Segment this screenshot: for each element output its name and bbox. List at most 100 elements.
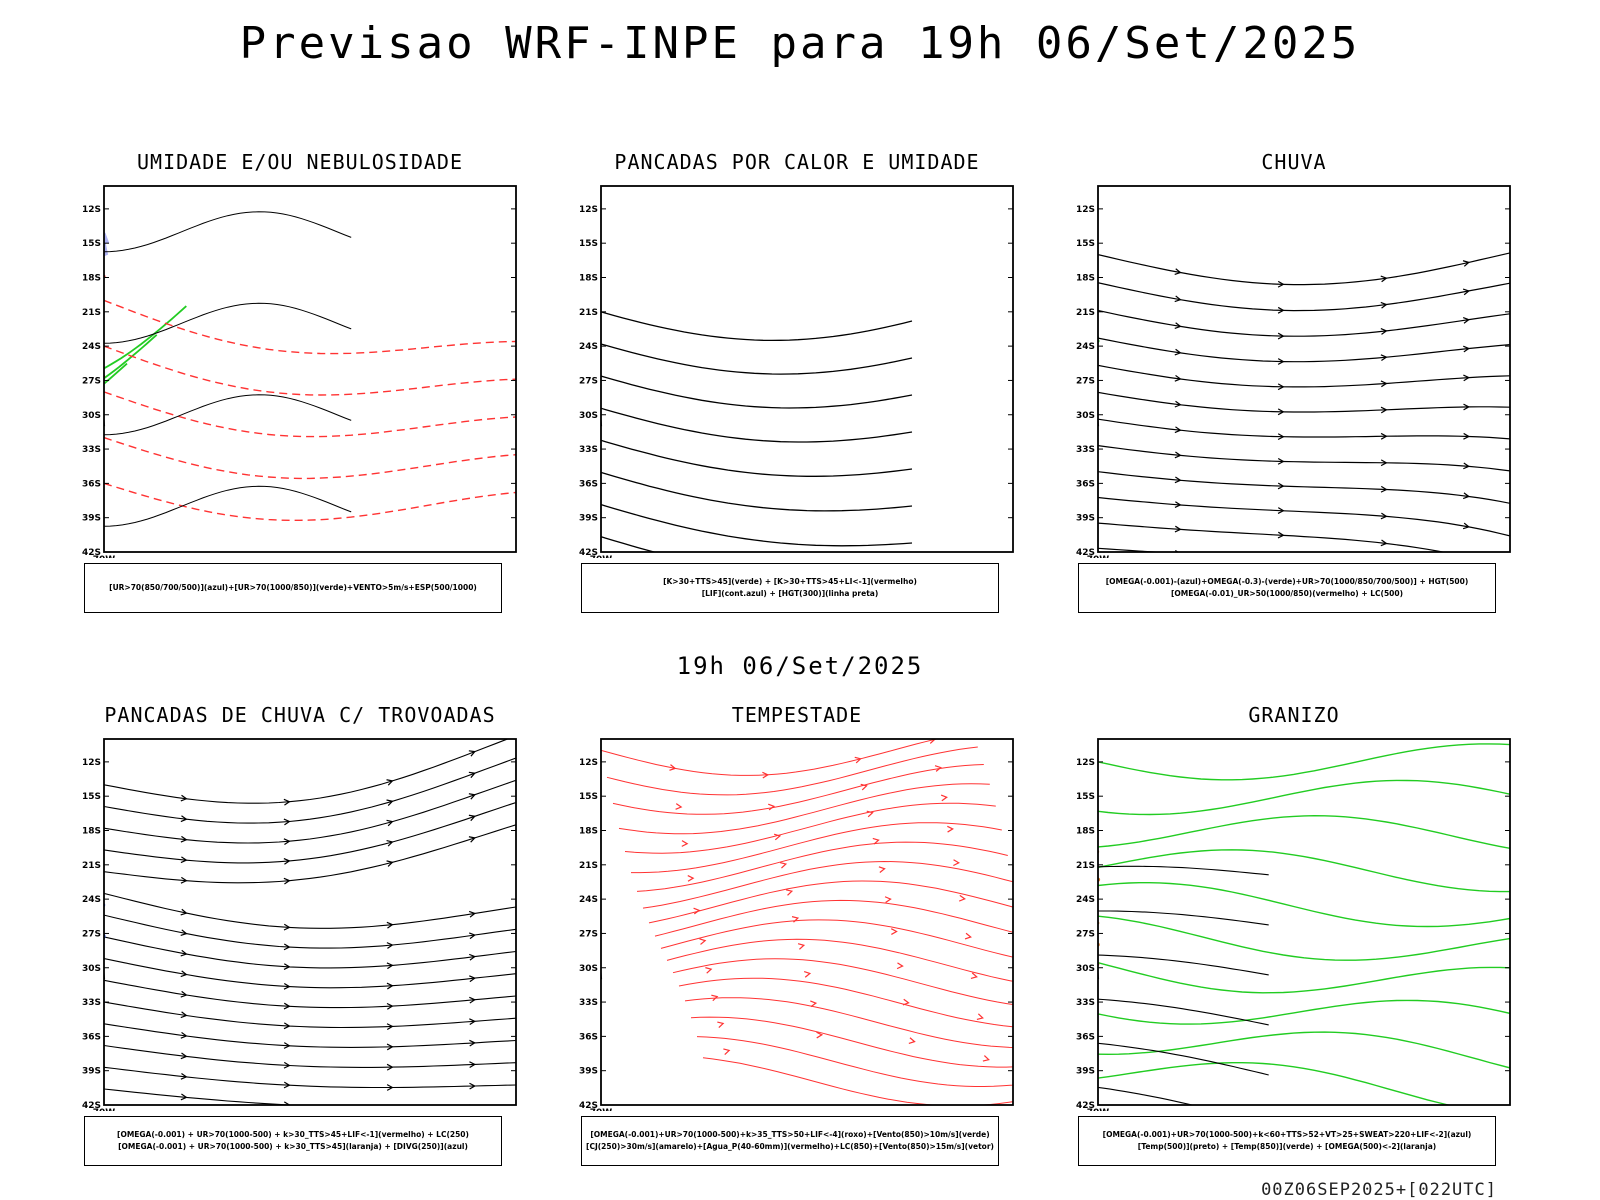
lat-label: 36S — [82, 479, 101, 489]
map-background — [1098, 739, 1510, 1105]
red-contour-speckle — [97, 189, 101, 193]
panel-title: GRANIZO — [1248, 703, 1340, 727]
flow-arrow — [1277, 383, 1285, 391]
flow-arrow — [940, 794, 948, 802]
thickness-line — [104, 482, 516, 521]
divg-speckle — [99, 942, 103, 946]
orange-speckle — [1092, 814, 1096, 818]
flow-arrow — [785, 889, 794, 896]
flow-arrow — [180, 970, 188, 978]
green-speckle — [1093, 252, 1095, 254]
run-timestamp: 00Z06SEP2025+[022UTC] — [1261, 1180, 1497, 1200]
lat-label: 33S — [82, 445, 101, 455]
streamline — [104, 739, 510, 804]
flow-arrow — [890, 928, 898, 935]
orange-speckle — [1078, 948, 1081, 951]
legend-line: [OMEGA(-0.001) + UR>70(1000-500) + k>30_… — [118, 1142, 468, 1151]
flow-arrow — [902, 998, 910, 1006]
panel-chuva: CHUVA 588585582579576573570567564561 12S 1… — [1074, 150, 1514, 640]
legend-line: [Temp(500)](preto) + [Temp(850)](verde) … — [1137, 1142, 1437, 1151]
lc850-streamline — [601, 739, 939, 776]
orange-speckle — [1083, 810, 1086, 813]
temp500-contour — [1098, 910, 1269, 926]
hgt300-contour — [601, 375, 913, 409]
divg-speckle — [82, 957, 86, 961]
lat-label: 21S — [82, 861, 101, 871]
red-speckle — [92, 818, 95, 821]
green-speckle — [1095, 351, 1097, 353]
divg-speckle — [88, 957, 91, 960]
orange-speckle — [1086, 879, 1089, 882]
lc850-streamline — [642, 860, 1013, 909]
green-speckle — [1091, 263, 1095, 267]
flow-arrow — [180, 929, 188, 937]
lat-label: 36S — [1076, 1032, 1095, 1042]
orange-speckle — [1076, 959, 1079, 962]
lat-label: 27S — [82, 929, 101, 939]
flow-arrow — [1277, 332, 1285, 340]
lat-label: 24S — [579, 895, 598, 905]
temp850-contour — [1098, 814, 1510, 849]
divg-speckle — [83, 940, 86, 943]
map-layers: 9600952094409360928092009600952094409360… — [601, 311, 913, 552]
red-contour-speckle — [97, 225, 101, 229]
lat-label: 24S — [1076, 342, 1095, 352]
flow-arrow — [180, 949, 188, 957]
flow-arrow — [283, 798, 291, 806]
flow-arrow — [1462, 316, 1471, 324]
divg-speckle — [82, 943, 87, 948]
orange-speckle — [1082, 857, 1085, 860]
flow-arrow — [699, 938, 707, 945]
lat-label: 21S — [82, 308, 101, 318]
flow-arrow — [1463, 345, 1471, 353]
flow-arrow — [468, 953, 477, 961]
panel-legend: [OMEGA(-0.001)-(azul)+OMEGA(-0.3)-(verde… — [1078, 563, 1496, 613]
lc850-streamline — [660, 919, 1013, 958]
streamline — [104, 1001, 516, 1029]
flow-arrow — [1463, 554, 1469, 558]
hgt300-contour — [601, 439, 913, 477]
flow-arrow — [947, 825, 954, 833]
flow-arrow — [1174, 268, 1182, 275]
flow-arrow — [468, 910, 477, 918]
flow-arrow — [468, 793, 476, 800]
divg-speckle — [89, 989, 93, 993]
lon-label: 70W — [93, 555, 116, 558]
flow-arrow — [180, 1093, 188, 1101]
green-speckle — [1075, 257, 1080, 262]
orange-speckle — [1074, 812, 1077, 815]
lat-label: 39S — [579, 1067, 598, 1077]
flow-arrow — [681, 840, 689, 847]
lon-label: 70W — [1087, 1108, 1110, 1111]
red-contour-speckle — [88, 258, 93, 263]
panel-title: PANCADAS DE CHUVA C/ TROVOADAS — [104, 703, 496, 727]
flow-arrow — [803, 971, 812, 978]
flow-arrow — [1174, 400, 1182, 408]
lat-label: 39S — [1076, 1067, 1095, 1077]
red-contour-speckle — [80, 355, 82, 359]
flow-arrow — [964, 932, 972, 940]
flow-arrow — [180, 990, 188, 998]
divg-speckle — [85, 943, 87, 945]
flow-arrow — [180, 794, 188, 802]
panel-legend: [K>30+TTS>45](verde) + [K>30+TTS>45+LI<-… — [581, 563, 999, 613]
flow-arrow — [1277, 507, 1285, 514]
flow-arrow — [180, 856, 188, 864]
divg-speckle — [99, 905, 101, 907]
panel-tempestade: TEMPESTADE 12S 15S 18S 21S 24S 27S 30S 33S 36S 39… — [577, 703, 1017, 1193]
lat-label: 15S — [579, 792, 598, 802]
streamline — [1098, 445, 1510, 472]
red-contour-speckle — [95, 226, 97, 228]
flow-arrow — [711, 994, 719, 1002]
red-speckle — [88, 808, 93, 813]
orange-speckle — [1088, 979, 1092, 983]
lat-label: 30S — [579, 964, 598, 974]
panel-title: UMIDADE E/OU NEBULOSIDADE — [136, 150, 464, 174]
divg-speckle — [91, 951, 94, 954]
flow-arrow — [970, 972, 978, 980]
hgt300-contour — [601, 343, 913, 375]
orange-speckle — [1085, 1022, 1090, 1027]
flow-arrow — [283, 963, 291, 971]
lat-label: 18S — [579, 274, 598, 284]
flow-arrow — [468, 750, 476, 757]
